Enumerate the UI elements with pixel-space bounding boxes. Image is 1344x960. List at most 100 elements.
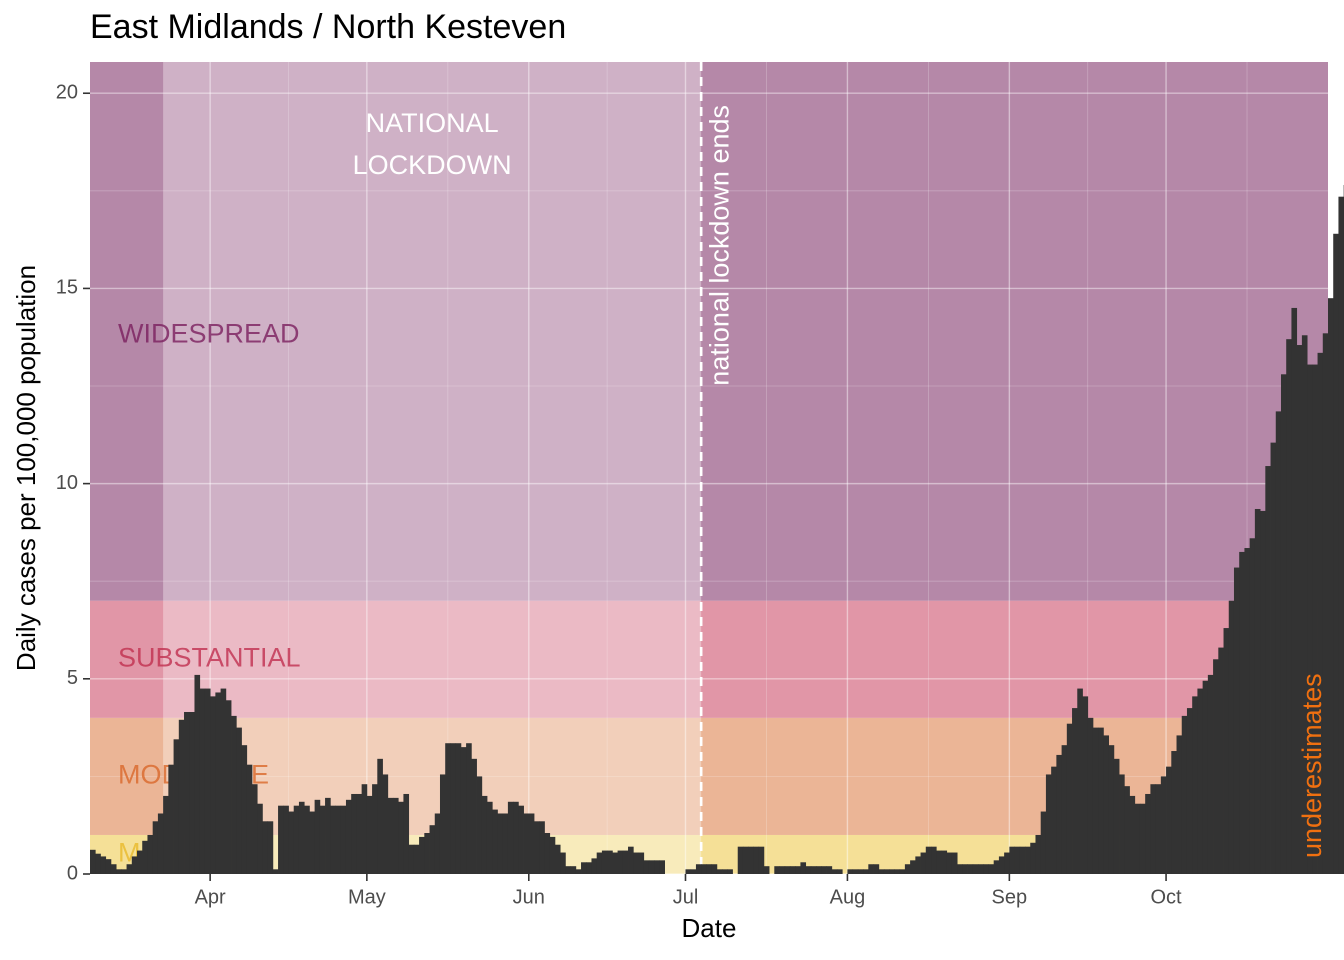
bar bbox=[826, 866, 833, 874]
bar bbox=[528, 813, 535, 874]
bar bbox=[753, 846, 760, 874]
bar bbox=[868, 864, 874, 874]
bar bbox=[95, 853, 101, 874]
bar bbox=[1066, 723, 1073, 874]
bar bbox=[199, 688, 206, 874]
bar bbox=[711, 864, 718, 874]
bar bbox=[345, 799, 352, 874]
bar bbox=[1072, 708, 1078, 874]
bar bbox=[978, 864, 984, 874]
annotations: NATIONAL LOCKDOWN national lockdown ends bbox=[353, 62, 734, 874]
bar bbox=[789, 866, 796, 874]
axes: 0 5 10 15 20 Apr May Jun Jul Aug Sep Oct Date Daily c… bbox=[11, 82, 1182, 943]
bar bbox=[419, 836, 425, 874]
x-tick-label: Aug bbox=[830, 886, 866, 908]
bar bbox=[1291, 307, 1298, 874]
bar bbox=[1223, 628, 1230, 874]
lockdown-label-line: NATIONAL bbox=[366, 108, 499, 138]
bar bbox=[1280, 374, 1287, 874]
bar bbox=[424, 833, 430, 874]
bar bbox=[434, 813, 441, 874]
bar bbox=[549, 836, 556, 874]
bar bbox=[607, 850, 613, 874]
bar bbox=[1045, 774, 1052, 874]
bar bbox=[878, 869, 885, 874]
bar bbox=[1051, 766, 1057, 874]
bar bbox=[497, 813, 504, 874]
bar bbox=[413, 844, 420, 874]
bar bbox=[382, 774, 389, 874]
bar bbox=[476, 776, 483, 874]
bar bbox=[523, 813, 530, 874]
bar bbox=[784, 866, 791, 874]
bar bbox=[962, 864, 968, 874]
bar bbox=[163, 795, 169, 874]
bar bbox=[1202, 680, 1209, 874]
bar bbox=[701, 864, 707, 874]
bar bbox=[836, 869, 843, 874]
bar bbox=[1087, 717, 1094, 874]
bar bbox=[204, 688, 211, 874]
bar bbox=[392, 797, 399, 874]
y-tick-label: 20 bbox=[56, 82, 78, 104]
y-tick-label: 15 bbox=[56, 277, 78, 299]
bar bbox=[236, 727, 242, 874]
bar bbox=[936, 850, 942, 874]
bar bbox=[1207, 674, 1214, 874]
bar bbox=[408, 844, 415, 874]
bar bbox=[309, 811, 316, 874]
bar bbox=[1176, 735, 1183, 874]
bar bbox=[779, 866, 786, 874]
bar bbox=[121, 869, 127, 874]
bar bbox=[168, 764, 174, 874]
bar bbox=[439, 774, 446, 874]
bar bbox=[1082, 696, 1089, 874]
bar bbox=[429, 825, 436, 874]
band-label-widespread: WIDESPREAD bbox=[118, 318, 300, 348]
bar bbox=[910, 860, 916, 874]
bar bbox=[847, 869, 854, 874]
bar bbox=[1040, 811, 1047, 874]
bar bbox=[706, 864, 713, 874]
bar bbox=[1249, 538, 1256, 874]
bar bbox=[1119, 774, 1125, 874]
bar bbox=[1030, 842, 1036, 874]
y-tick-label: 10 bbox=[56, 472, 78, 494]
bar bbox=[178, 719, 185, 874]
bar bbox=[231, 715, 237, 874]
bar bbox=[387, 797, 394, 874]
bar bbox=[695, 864, 702, 874]
bar bbox=[460, 747, 467, 874]
bar bbox=[544, 833, 551, 874]
case-bars bbox=[90, 184, 1344, 875]
lockdown-shade bbox=[163, 62, 702, 874]
bar bbox=[1333, 233, 1339, 874]
bar bbox=[116, 869, 122, 874]
band-widespread bbox=[90, 62, 1328, 601]
bar bbox=[534, 821, 540, 874]
bar bbox=[251, 784, 258, 874]
bar bbox=[575, 869, 582, 874]
bar bbox=[257, 803, 263, 874]
bar bbox=[805, 866, 812, 874]
bar bbox=[105, 859, 112, 874]
bar bbox=[340, 805, 347, 874]
bar bbox=[1286, 339, 1292, 874]
bar bbox=[1213, 659, 1219, 874]
bar bbox=[361, 784, 368, 874]
bar bbox=[1307, 364, 1313, 874]
bar bbox=[1160, 776, 1167, 874]
bar bbox=[220, 688, 227, 874]
bar bbox=[1077, 688, 1083, 874]
bar bbox=[398, 801, 404, 874]
bar bbox=[931, 846, 937, 874]
bar bbox=[184, 711, 190, 874]
bar bbox=[1092, 727, 1099, 874]
chart-title: East Midlands / North Kesteven bbox=[90, 8, 567, 46]
bar bbox=[648, 860, 655, 874]
bar bbox=[100, 856, 107, 874]
bar bbox=[742, 846, 749, 874]
bar bbox=[1186, 708, 1193, 874]
bar bbox=[1244, 548, 1251, 874]
band-label-substantial: SUBSTANTIAL bbox=[118, 642, 301, 672]
